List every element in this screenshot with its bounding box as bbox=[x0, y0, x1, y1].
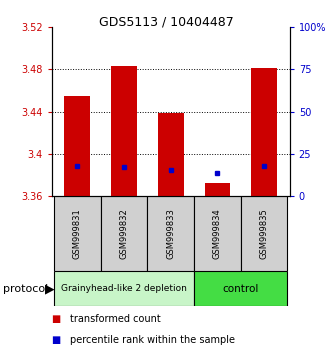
Text: GSM999833: GSM999833 bbox=[166, 208, 175, 259]
Text: control: control bbox=[222, 284, 259, 293]
Bar bbox=[204, 183, 230, 196]
Bar bbox=[251, 68, 277, 196]
Text: GSM999832: GSM999832 bbox=[120, 208, 129, 259]
Text: Grainyhead-like 2 depletion: Grainyhead-like 2 depletion bbox=[61, 284, 187, 293]
Bar bbox=[54, 271, 194, 306]
Text: GDS5113 / 10404487: GDS5113 / 10404487 bbox=[99, 16, 234, 29]
Text: GSM999835: GSM999835 bbox=[259, 208, 268, 259]
Bar bbox=[111, 66, 137, 196]
Text: GSM999834: GSM999834 bbox=[213, 208, 222, 259]
Text: ▶: ▶ bbox=[45, 282, 55, 295]
Bar bbox=[241, 196, 287, 271]
Text: GSM999831: GSM999831 bbox=[73, 208, 82, 259]
Bar bbox=[194, 196, 241, 271]
Bar bbox=[147, 196, 194, 271]
Bar bbox=[158, 113, 183, 196]
Text: transformed count: transformed count bbox=[70, 314, 161, 324]
Bar bbox=[101, 196, 147, 271]
Bar bbox=[194, 271, 287, 306]
Text: ■: ■ bbox=[52, 314, 61, 324]
Text: protocol: protocol bbox=[3, 284, 49, 293]
Text: percentile rank within the sample: percentile rank within the sample bbox=[70, 335, 235, 345]
Bar bbox=[65, 96, 90, 196]
Text: ■: ■ bbox=[52, 335, 61, 345]
Bar bbox=[54, 196, 101, 271]
